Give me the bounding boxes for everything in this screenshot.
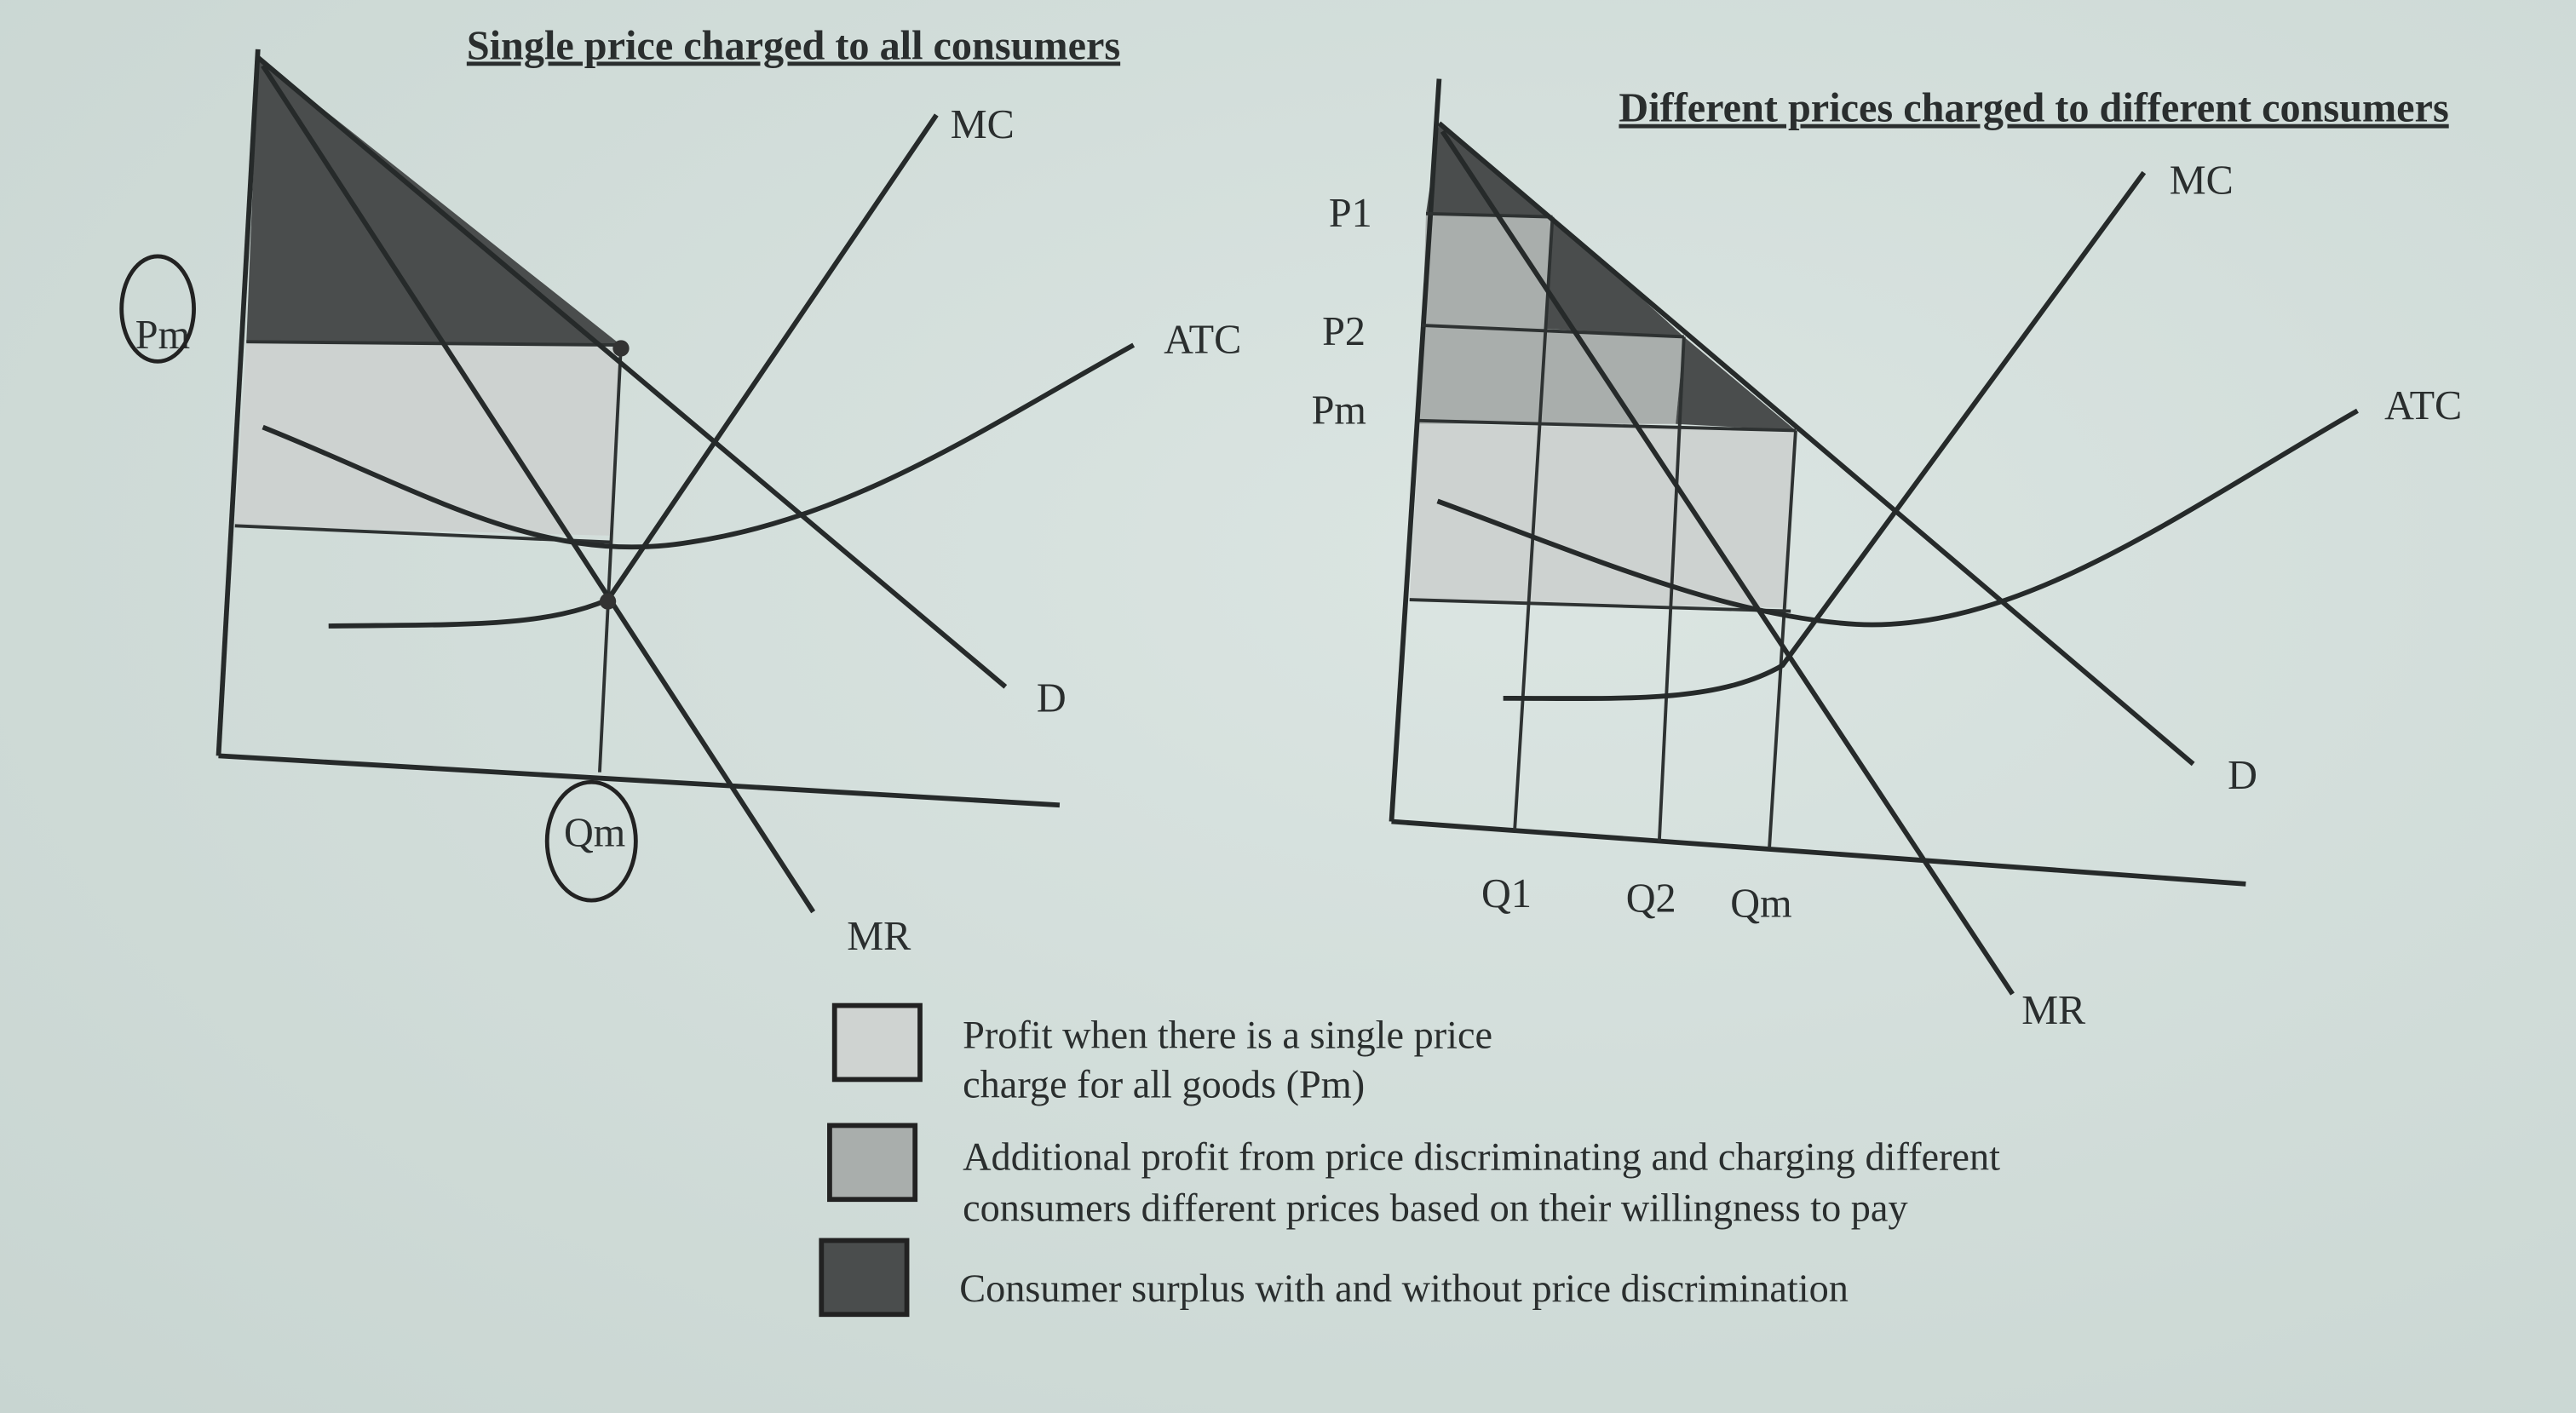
p1-price-line [1425,211,1553,219]
mc-label: MC [951,102,1015,147]
x-axis [218,753,1061,808]
average-total-cost-curve [262,342,1136,550]
mr-mc-intersection [599,593,617,610]
x-axis [1391,819,2246,887]
left-chart-title: Single price charged to all consumers [467,23,1120,68]
atc-level-line [1409,598,1791,613]
qm-quantity-line [598,345,623,773]
consumer-surplus-step-3 [1676,336,1796,431]
right-chart: Different prices charged to different co… [1312,78,2462,1033]
demand-curve [256,55,1008,689]
legend-text-line: Profit when there is a single price [963,1014,1492,1058]
p2-price-line [1421,324,1684,339]
q1-label: Q1 [1481,871,1532,916]
pm-price-line [246,340,622,348]
marginal-cost-curve [328,113,939,629]
legend-text-line: Consumer surplus with and without price … [959,1267,1849,1311]
qm-quantity-line [1768,430,1797,848]
legend-text-line: charge for all goods (Pm) [963,1064,1365,1107]
y-axis [1389,78,1442,822]
marginal-revenue-curve [1440,129,2015,996]
qm-label: Qm [564,810,625,855]
legend-swatch-additional-profit [827,1123,918,1203]
legend: Profit when there is a single price char… [819,1002,2000,1318]
left-chart: Single price charged to all consumers MC… [119,23,1241,959]
demand-label: D [2228,753,2257,798]
single-price-profit-area [234,342,621,536]
marginal-revenue-curve [261,64,816,914]
single-price-profit-area [1409,423,1796,608]
atc-label: ATC [2384,383,2462,428]
q2-quantity-line [1657,336,1686,841]
atc-label: ATC [1164,318,1241,363]
demand-curve [1437,121,2195,767]
pm-price-line [1419,418,1796,433]
mc-label: MC [2170,158,2234,204]
pm-label: Pm [1312,388,1366,434]
legend-text-line: Additional profit from price discriminat… [963,1135,2000,1179]
p1-label: P1 [1329,191,1372,236]
legend-swatch-single-price-profit [831,1002,923,1083]
monopoly-point [612,340,630,357]
legend-swatch-consumer-surplus [819,1238,910,1318]
mr-label: MR [2021,988,2086,1033]
p2-label: P2 [1322,309,1366,354]
marginal-cost-curve [1503,170,2147,701]
demand-label: D [1037,675,1067,721]
q1-quantity-line [1513,216,1555,830]
handwritten-circle-qm [544,779,638,903]
q2-label: Q2 [1626,876,1676,922]
legend-text-line: consumers different prices based on thei… [963,1186,1907,1230]
consumer-surplus-step-2 [1544,216,1684,337]
right-chart-title: Different prices charged to different co… [1619,86,2448,131]
handwritten-circle-pm [119,254,196,364]
additional-profit-area [1419,213,1684,424]
mr-label: MR [847,914,911,959]
qm-label: Qm [1730,881,1791,926]
y-axis [216,49,261,756]
average-total-cost-curve [1436,408,2359,628]
